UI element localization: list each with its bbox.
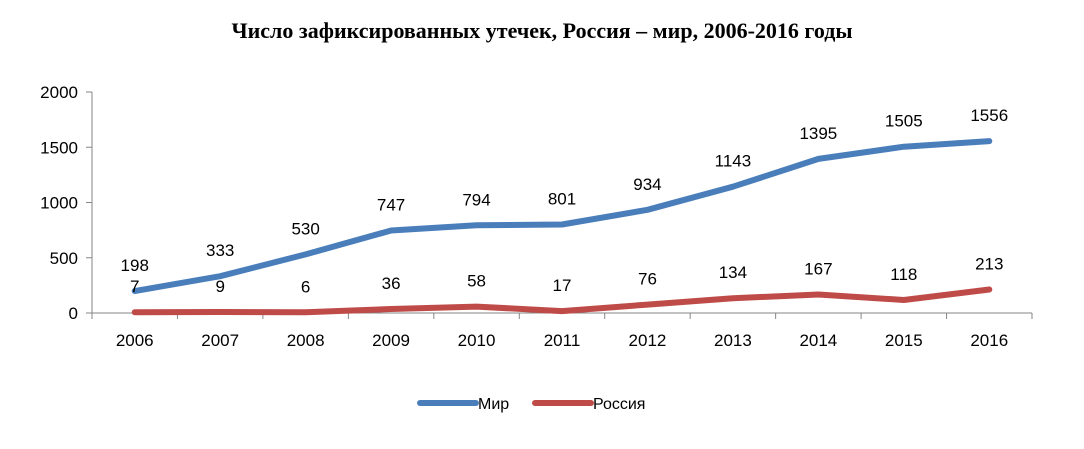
x-tick-label: 2014 <box>799 331 837 350</box>
data-label: 794 <box>462 190 490 209</box>
y-tick-label: 500 <box>50 249 78 268</box>
data-label: 213 <box>975 254 1003 273</box>
x-tick-label: 2007 <box>201 331 239 350</box>
data-label: 6 <box>301 277 310 296</box>
y-tick-label: 2000 <box>40 83 78 102</box>
data-label: 1556 <box>970 106 1008 125</box>
data-label: 934 <box>633 175 661 194</box>
legend-label-rossiya: Россия <box>593 396 645 413</box>
data-label: 1505 <box>885 112 923 131</box>
data-label: 167 <box>804 260 832 279</box>
y-tick-label: 1500 <box>40 138 78 157</box>
x-axis-tick-labels: 2006 2007 2008 2009 2010 2011 2012 2013 2014 2015… <box>116 331 1008 350</box>
series-line-mir <box>131 138 993 295</box>
chart-title: Число зафиксированных утечек, Россия – м… <box>231 18 853 43</box>
data-label: 36 <box>382 274 401 293</box>
series-lines <box>131 138 993 316</box>
data-label: 333 <box>206 241 234 260</box>
data-label: 17 <box>553 276 572 295</box>
y-tick-label: 1000 <box>40 194 78 213</box>
x-tick-label: 2012 <box>629 331 667 350</box>
data-label: 530 <box>291 219 319 238</box>
legend-label-mir: Мир <box>478 396 509 413</box>
x-tick-label: 2015 <box>885 331 923 350</box>
data-label: 7 <box>130 277 139 296</box>
chart-legend: Мир Россия <box>417 396 645 413</box>
x-tick-label: 2010 <box>458 331 496 350</box>
data-label: 134 <box>719 263 747 282</box>
data-label: 9 <box>215 277 224 296</box>
x-tick-label: 2016 <box>970 331 1008 350</box>
data-labels: 198 333 530 747 794 801 934 1143 1395 1505 1556 7 9 6… <box>121 106 1009 296</box>
data-label: 58 <box>467 272 486 291</box>
data-label: 118 <box>890 265 917 284</box>
x-tick-label: 2006 <box>116 331 154 350</box>
x-tick-label: 2008 <box>287 331 325 350</box>
y-tick-label: 0 <box>69 304 78 323</box>
data-label: 747 <box>377 195 405 214</box>
x-tick-label: 2013 <box>714 331 752 350</box>
x-tick-label: 2009 <box>372 331 410 350</box>
data-label: 1143 <box>715 152 752 171</box>
y-axis-tick-labels: 0 500 1000 1500 2000 <box>40 83 78 323</box>
data-label: 1395 <box>799 124 837 143</box>
x-tick-label: 2011 <box>544 331 581 350</box>
data-label: 801 <box>548 189 576 208</box>
series-line-rossiya <box>131 286 993 316</box>
data-label: 76 <box>638 270 657 289</box>
data-label: 198 <box>121 256 149 275</box>
